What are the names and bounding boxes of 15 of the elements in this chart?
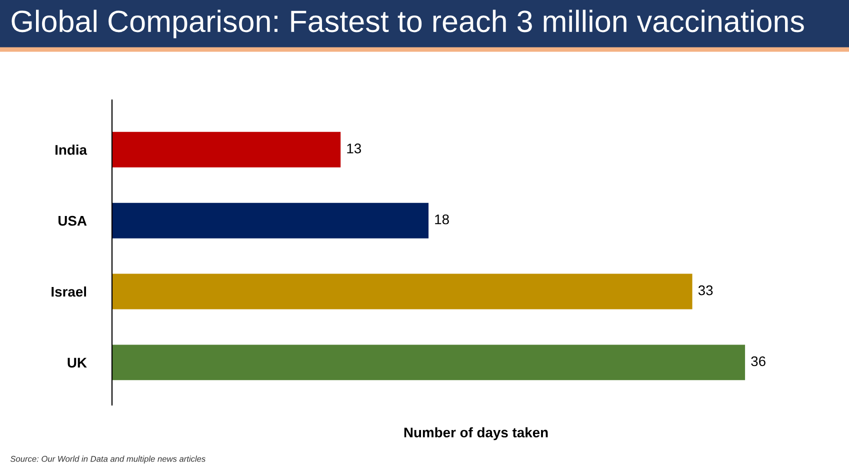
y-tick-label: USA: [58, 216, 87, 226]
y-tick-label: India: [56, 144, 88, 155]
source-note: Source: Our World in Data and multiple news articles: [10, 456, 206, 464]
bar: [112, 202, 429, 238]
bar: [112, 344, 746, 380]
data-label: 13: [347, 144, 361, 154]
data-label: 33: [698, 285, 713, 296]
y-tick-label: Israel: [52, 286, 86, 297]
bar: [112, 274, 692, 310]
x-axis-title: Number of days taken: [404, 427, 548, 440]
chart-title: Global Comparison: Fastest to reach 3 million vaccinations: [12, 10, 804, 38]
bar: [112, 132, 341, 168]
y-tick-label: UK: [68, 358, 87, 368]
data-label: 18: [435, 214, 449, 224]
data-label: 36: [751, 356, 766, 366]
